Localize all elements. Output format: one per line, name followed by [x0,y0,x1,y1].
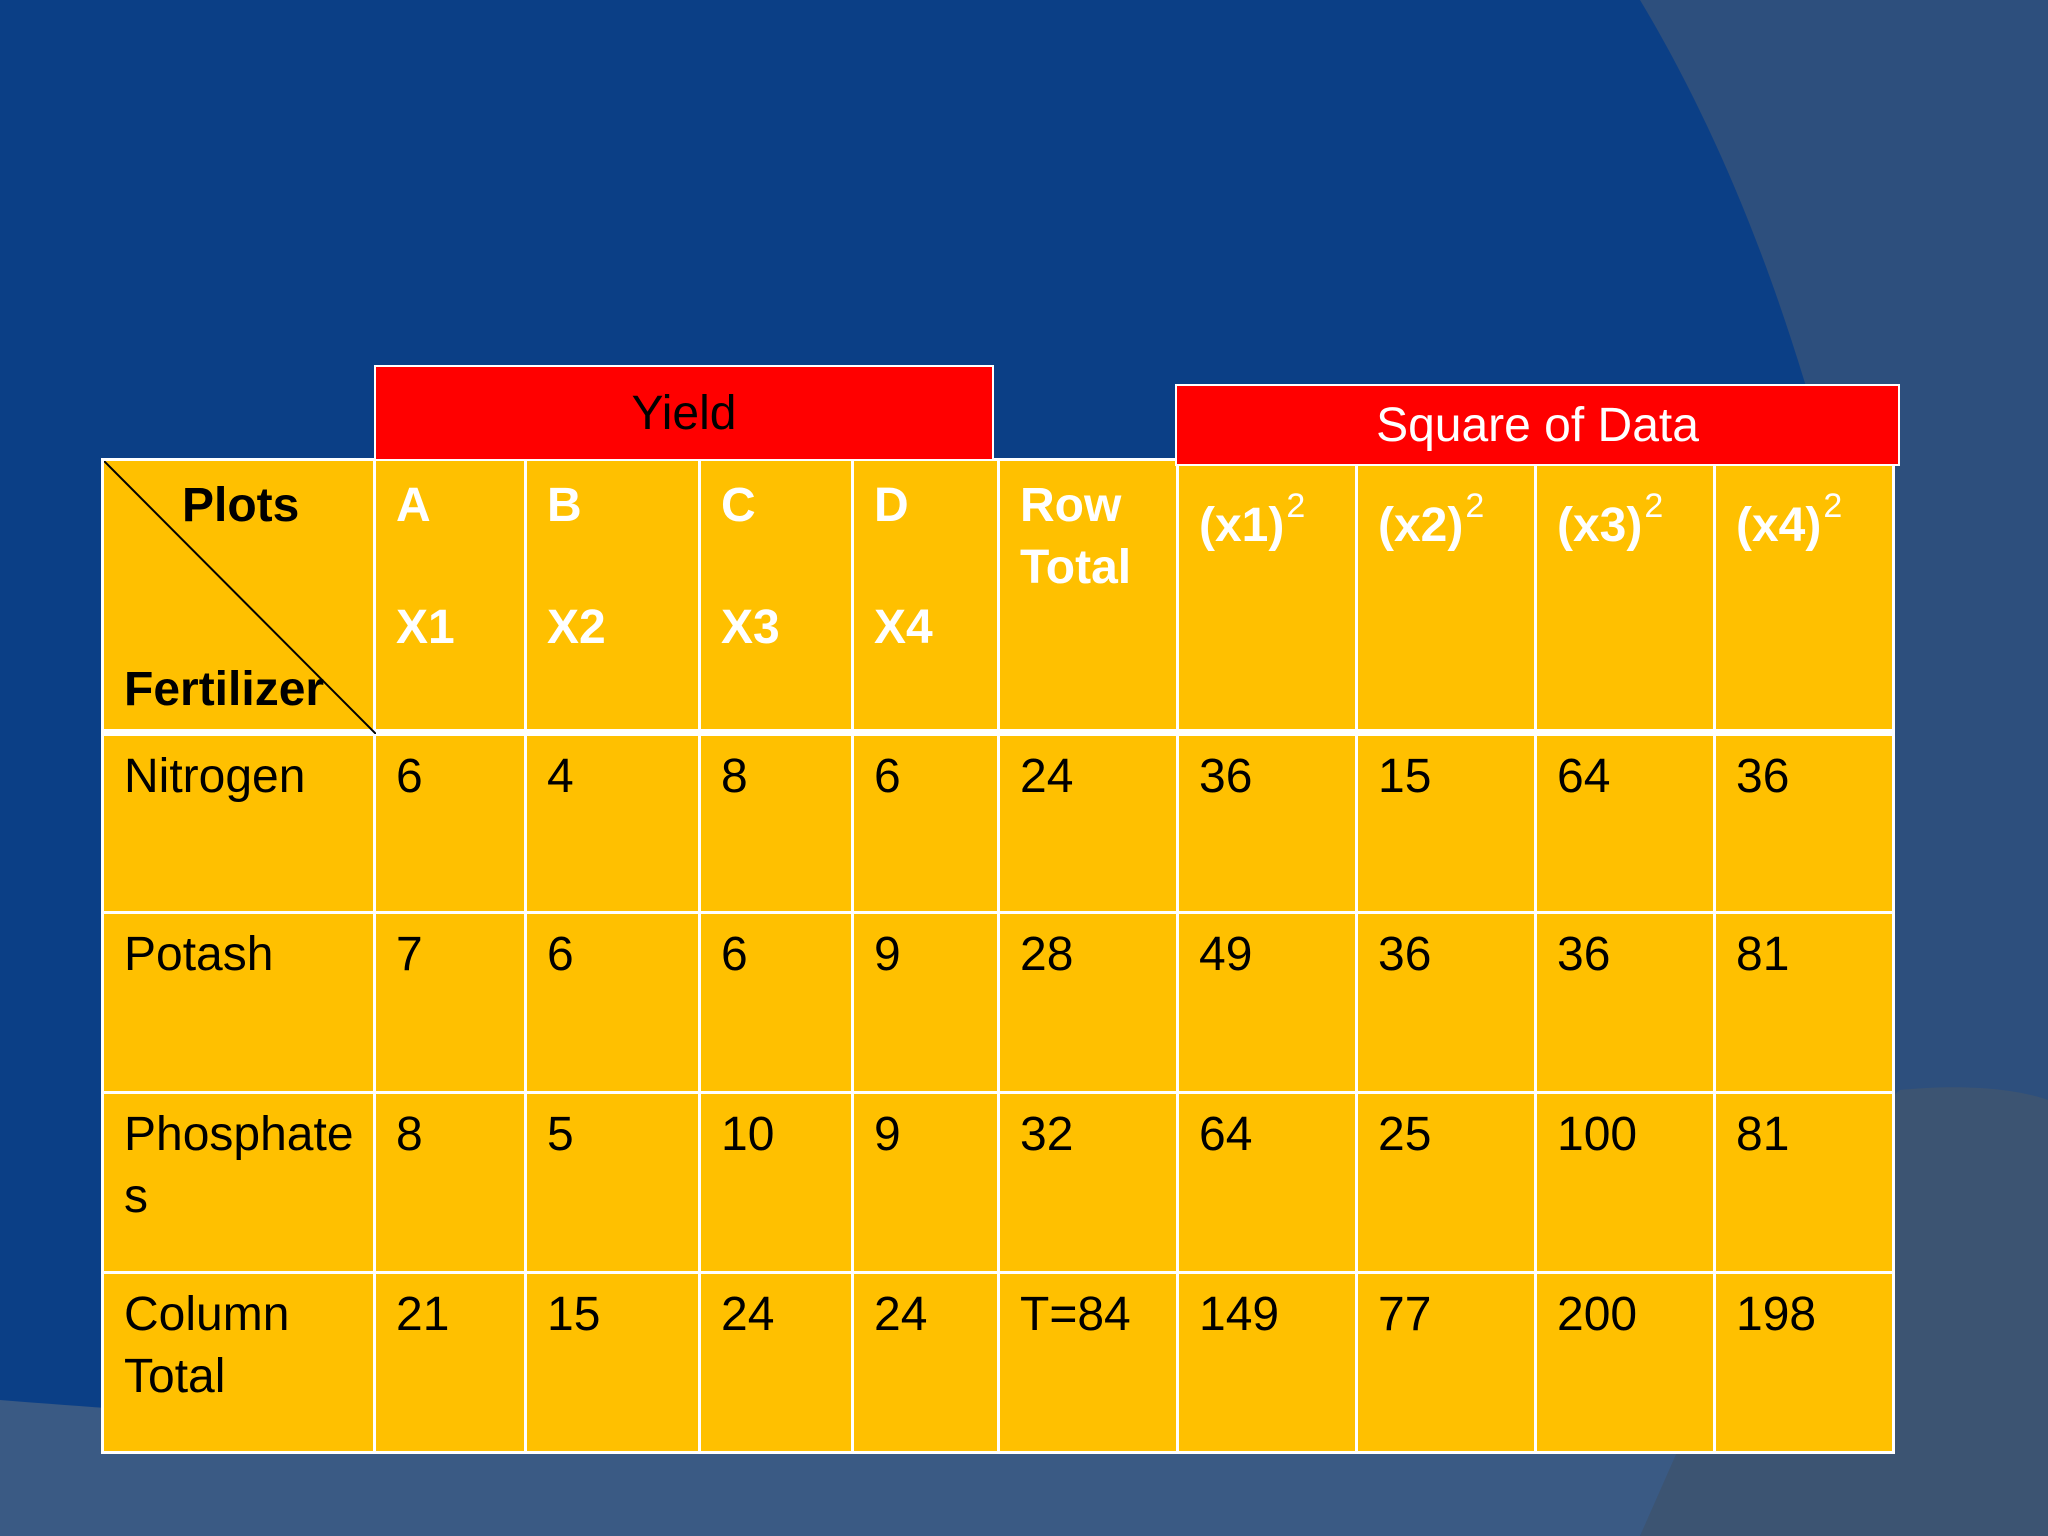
table-cell: 21 [373,1271,527,1454]
table-cell: 25 [1355,1091,1537,1274]
table-row-nitrogen: Nitrogen 6 4 8 6 24 36 15 64 36 [101,729,1895,914]
fertilizer-yield-table: Plots Fertilizer A X1 B X2 C X3 D X4 Row Tot… [101,458,1895,1454]
table-cell: 36 [1713,729,1895,914]
table-cell: 81 [1713,911,1895,1094]
column-header-x2-squared: (x2)2 [1355,458,1537,734]
table-cell: 36 [1355,911,1537,1094]
row-label: Nitrogen [101,729,376,914]
table-cell: 36 [1176,729,1358,914]
table-cell: 36 [1534,911,1716,1094]
table-row-phosphates: Phosphates 8 5 10 9 32 64 25 100 81 [101,1091,1895,1274]
table-cell: 64 [1176,1091,1358,1274]
column-header-x4-squared: (x4)2 [1713,458,1895,734]
table-cell: 9 [851,1091,1000,1274]
square-of-data-header: Square of Data [1175,384,1900,466]
column-header-c: C X3 [698,458,854,734]
table-cell: 9 [851,911,1000,1094]
table-cell: 6 [373,729,527,914]
table-row-column-total: Column Total 21 15 24 24 T=84 149 77 200… [101,1271,1895,1454]
table-cell: 200 [1534,1271,1716,1454]
table-cell: 149 [1176,1271,1358,1454]
table-cell: 64 [1534,729,1716,914]
table-cell: 15 [524,1271,701,1454]
corner-cell: Plots Fertilizer [101,458,376,734]
table-cell: 100 [1534,1091,1716,1274]
corner-fertilizer-label: Fertilizer [124,663,325,716]
table-cell: 81 [1713,1091,1895,1274]
table-cell: 4 [524,729,701,914]
yield-header: Yield [374,365,994,461]
table-cell: 32 [997,1091,1179,1274]
table-cell: 28 [997,911,1179,1094]
table-cell: 15 [1355,729,1537,914]
square-of-data-label: Square of Data [1376,398,1699,452]
table-cell: 24 [698,1271,854,1454]
table-cell: 77 [1355,1271,1537,1454]
table-cell: 7 [373,911,527,1094]
row-label: Phosphates [101,1091,376,1274]
diagonal-divider [104,461,376,734]
column-header-a: A X1 [373,458,527,734]
yield-header-label: Yield [631,386,737,440]
table-row-potash: Potash 7 6 6 9 28 49 36 36 81 [101,911,1895,1094]
table-cell: 24 [851,1271,1000,1454]
column-header-d: D X4 [851,458,1000,734]
table-cell: 198 [1713,1271,1895,1454]
column-header-b: B X2 [524,458,701,734]
table-cell: 24 [997,729,1179,914]
table-cell: 5 [524,1091,701,1274]
row-label: Potash [101,911,376,1094]
table-cell: 6 [851,729,1000,914]
table-cell: 8 [698,729,854,914]
column-header-row-total: Row Total [997,458,1179,734]
corner-plots-label: Plots [182,479,300,532]
column-header-x1-squared: (x1)2 [1176,458,1358,734]
table-cell: 49 [1176,911,1358,1094]
row-label: Column Total [101,1271,376,1454]
table-cell: T=84 [997,1271,1179,1454]
table-cell: 6 [524,911,701,1094]
table-cell: 8 [373,1091,527,1274]
table-cell: 6 [698,911,854,1094]
table-cell: 10 [698,1091,854,1274]
table-header-row: Plots Fertilizer A X1 B X2 C X3 D X4 Row Tot… [101,458,1895,734]
column-header-x3-squared: (x3)2 [1534,458,1716,734]
